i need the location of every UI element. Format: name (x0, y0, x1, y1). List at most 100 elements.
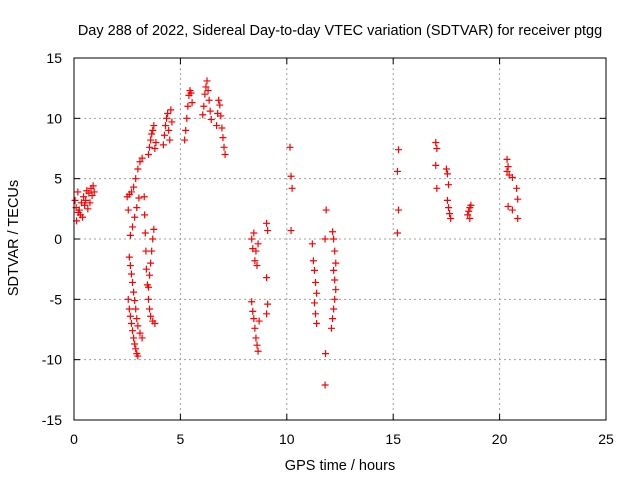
data-point (134, 322, 142, 330)
data-point (126, 231, 134, 239)
data-point (263, 219, 271, 227)
data-point (264, 227, 272, 235)
data-point (251, 324, 259, 332)
data-point (207, 116, 215, 124)
data-point (254, 240, 262, 248)
data-point (200, 102, 208, 110)
y-tick-label: 10 (46, 110, 62, 126)
data-point (503, 167, 511, 175)
data-point (254, 347, 262, 355)
data-point (313, 319, 321, 327)
y-tick-label: -15 (42, 412, 62, 428)
x-axis-label: GPS time / hours (285, 458, 395, 474)
data-point (446, 210, 454, 218)
data-point (322, 206, 330, 214)
data-point (71, 196, 79, 204)
data-point (308, 240, 316, 248)
data-point (144, 295, 152, 303)
data-point (138, 154, 146, 162)
y-tick-label: -10 (42, 352, 62, 368)
data-point (216, 101, 224, 109)
data-point (503, 155, 511, 163)
data-point (329, 228, 337, 236)
data-point (165, 126, 173, 134)
data-point (80, 193, 88, 201)
data-point (146, 271, 154, 279)
data-point (130, 334, 138, 342)
data-point (126, 312, 134, 320)
data-point (331, 247, 339, 255)
x-tick-label: 15 (385, 431, 401, 447)
data-point (130, 183, 138, 191)
data-point (249, 307, 257, 315)
data-point (466, 214, 474, 222)
data-point (164, 110, 172, 118)
x-tick-label: 10 (279, 431, 295, 447)
data-point (129, 223, 137, 231)
data-point (131, 213, 139, 221)
data-point (433, 145, 441, 152)
data-point (146, 143, 154, 151)
data-point (331, 295, 339, 303)
data-point (138, 334, 146, 342)
data-point (133, 315, 141, 323)
data-point (204, 87, 212, 95)
data-point (184, 102, 192, 110)
data-point (221, 151, 229, 159)
data-point (286, 143, 294, 151)
data-point (464, 211, 472, 219)
data-point (393, 167, 401, 175)
data-point (142, 265, 150, 273)
data-point (218, 124, 226, 132)
data-point (75, 206, 83, 214)
data-point (250, 315, 258, 323)
data-point (149, 126, 157, 134)
data-point (252, 334, 260, 342)
data-point (332, 259, 340, 267)
data-point (201, 90, 209, 98)
data-point (147, 136, 155, 144)
data-point (163, 114, 171, 122)
data-point (322, 350, 330, 358)
data-point (442, 165, 450, 173)
y-tick-label: 5 (54, 171, 62, 187)
data-point (312, 278, 320, 286)
data-point (152, 138, 160, 146)
data-point (160, 131, 168, 139)
data-point (253, 341, 261, 349)
data-point (151, 145, 159, 152)
data-point (79, 213, 87, 221)
data-point (182, 126, 190, 134)
y-tick-label: 0 (54, 231, 62, 247)
data-point (213, 122, 221, 130)
data-point (84, 205, 92, 213)
data-point (219, 134, 227, 142)
data-point (433, 184, 441, 192)
data-point (253, 262, 261, 270)
tick-labels: 0 5 10 15 20 25 -15 -10 -5 0 5 10 15 (42, 50, 614, 447)
data-point (88, 192, 96, 200)
data-point (508, 206, 516, 214)
data-point (513, 184, 521, 192)
data-point (309, 257, 317, 265)
data-point (264, 300, 272, 308)
data-point (220, 143, 228, 151)
data-point (125, 305, 133, 313)
data-point (330, 266, 338, 274)
data-point (125, 253, 133, 261)
data-point (132, 345, 140, 353)
data-point (81, 201, 89, 209)
data-point (135, 194, 143, 202)
y-tick-label: -5 (50, 291, 63, 307)
data-point (127, 188, 135, 196)
x-tick-label: 0 (70, 431, 78, 447)
y-axis-label: SDTVAR / TECUs (6, 180, 22, 296)
data-point (159, 141, 167, 149)
x-tick-label: 20 (492, 431, 508, 447)
data-point (445, 181, 453, 189)
data-point (287, 227, 295, 235)
data-point (330, 305, 338, 313)
data-point (321, 235, 329, 243)
data-point (432, 161, 440, 169)
